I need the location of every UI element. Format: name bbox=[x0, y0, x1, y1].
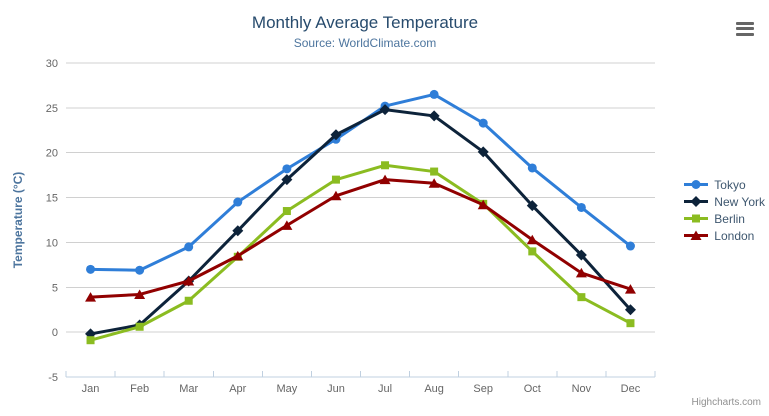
series-london bbox=[85, 174, 636, 302]
x-axis-label: Aug bbox=[424, 383, 444, 395]
series-line[interactable] bbox=[89, 108, 632, 336]
data-point-marker[interactable] bbox=[575, 267, 587, 278]
data-point-marker[interactable] bbox=[625, 241, 635, 251]
y-axis-label: 15 bbox=[46, 193, 58, 205]
data-point-marker[interactable] bbox=[477, 199, 489, 210]
highcharts-credit-link[interactable]: Highcharts.com bbox=[691, 397, 761, 408]
x-axis-label: Jun bbox=[327, 383, 345, 395]
legend-label: London bbox=[714, 228, 755, 243]
y-axis-label: 0 bbox=[52, 327, 58, 339]
series-marker-icon bbox=[683, 195, 709, 208]
chart-subtitle: Source: WorldClimate.com bbox=[293, 36, 437, 50]
series-marker-icon bbox=[683, 229, 709, 242]
y-axis-label: 30 bbox=[46, 58, 58, 70]
legend-label: New York bbox=[714, 194, 765, 209]
chart-title: Monthly Average Temperature bbox=[251, 13, 479, 32]
data-point-marker[interactable] bbox=[381, 161, 390, 170]
data-point-marker[interactable] bbox=[184, 242, 194, 252]
legend-label: Berlin bbox=[714, 211, 745, 226]
x-axis-label: Sep bbox=[473, 383, 493, 395]
x-axis-label: Mar bbox=[179, 383, 198, 395]
data-point-marker[interactable] bbox=[577, 293, 586, 302]
data-point-marker[interactable] bbox=[282, 207, 291, 216]
data-point-marker[interactable] bbox=[692, 214, 701, 223]
data-point-marker[interactable] bbox=[624, 304, 636, 316]
series-line[interactable] bbox=[89, 163, 632, 342]
x-axis-label: Apr bbox=[229, 383, 246, 395]
data-point-marker[interactable] bbox=[135, 265, 145, 275]
y-axis-label: 5 bbox=[52, 282, 58, 294]
x-axis-label: Oct bbox=[524, 383, 541, 395]
data-point-marker[interactable] bbox=[428, 178, 440, 188]
data-point-marker[interactable] bbox=[135, 322, 144, 331]
data-point-marker[interactable] bbox=[184, 296, 193, 305]
legend-item-new-york[interactable]: New York bbox=[683, 193, 765, 210]
data-point-marker[interactable] bbox=[626, 319, 635, 328]
data-point-marker[interactable] bbox=[526, 234, 538, 245]
data-point-marker[interactable] bbox=[232, 250, 244, 261]
data-point-marker[interactable] bbox=[330, 190, 342, 201]
series-marker-icon bbox=[683, 212, 709, 225]
legend-item-berlin[interactable]: Berlin bbox=[683, 210, 765, 227]
data-point-marker[interactable] bbox=[477, 146, 489, 158]
data-point-marker[interactable] bbox=[429, 89, 439, 99]
y-axis-label: 25 bbox=[46, 103, 58, 115]
x-axis-label: May bbox=[276, 383, 297, 395]
data-point-marker[interactable] bbox=[330, 129, 342, 141]
data-point-marker[interactable] bbox=[526, 200, 538, 212]
y-axis-label: 20 bbox=[46, 148, 58, 160]
series-new-york bbox=[85, 104, 636, 340]
data-point-marker[interactable] bbox=[691, 180, 701, 189]
legend-item-london[interactable]: London bbox=[683, 227, 765, 244]
x-axis-label: Jan bbox=[82, 383, 100, 395]
data-point-marker[interactable] bbox=[528, 247, 537, 256]
data-point-marker[interactable] bbox=[183, 276, 195, 286]
data-point-marker[interactable] bbox=[379, 104, 391, 116]
y-axis-title: Temperature (°C) bbox=[11, 172, 25, 269]
legend-item-tokyo[interactable]: Tokyo bbox=[683, 176, 765, 193]
series-tokyo bbox=[86, 89, 635, 275]
data-point-marker[interactable] bbox=[282, 164, 292, 174]
data-point-marker[interactable] bbox=[281, 174, 293, 186]
data-point-marker[interactable] bbox=[527, 163, 537, 173]
data-point-marker[interactable] bbox=[331, 175, 340, 184]
y-axis-label: -5 bbox=[48, 372, 58, 384]
data-point-marker[interactable] bbox=[134, 289, 146, 299]
legend: Tokyo New York Berlin London bbox=[683, 176, 765, 244]
series-marker-icon bbox=[683, 178, 709, 191]
data-point-marker[interactable] bbox=[624, 284, 636, 294]
x-axis-label: Jul bbox=[378, 383, 392, 395]
data-point-marker[interactable] bbox=[86, 264, 96, 274]
data-point-marker[interactable] bbox=[690, 230, 702, 241]
data-point-marker[interactable] bbox=[690, 196, 702, 207]
data-point-marker[interactable] bbox=[576, 202, 586, 212]
data-point-marker[interactable] bbox=[430, 167, 439, 176]
series-line[interactable] bbox=[89, 178, 632, 299]
data-point-marker[interactable] bbox=[281, 220, 293, 230]
export-menu-button[interactable] bbox=[732, 18, 758, 42]
data-point-marker[interactable] bbox=[86, 336, 95, 345]
data-point-marker[interactable] bbox=[575, 249, 587, 261]
x-axis-label: Feb bbox=[130, 383, 149, 395]
data-point-marker[interactable] bbox=[478, 118, 488, 128]
data-point-marker[interactable] bbox=[232, 225, 244, 237]
data-point-marker[interactable] bbox=[428, 110, 440, 122]
x-axis-label: Nov bbox=[572, 383, 592, 395]
data-point-marker[interactable] bbox=[233, 197, 243, 207]
legend-label: Tokyo bbox=[714, 177, 746, 192]
x-axis-label: Dec bbox=[621, 383, 641, 395]
hamburger-icon bbox=[736, 21, 754, 36]
y-axis-label: 10 bbox=[46, 237, 58, 249]
data-point-marker[interactable] bbox=[85, 292, 97, 302]
data-point-marker[interactable] bbox=[379, 174, 391, 185]
